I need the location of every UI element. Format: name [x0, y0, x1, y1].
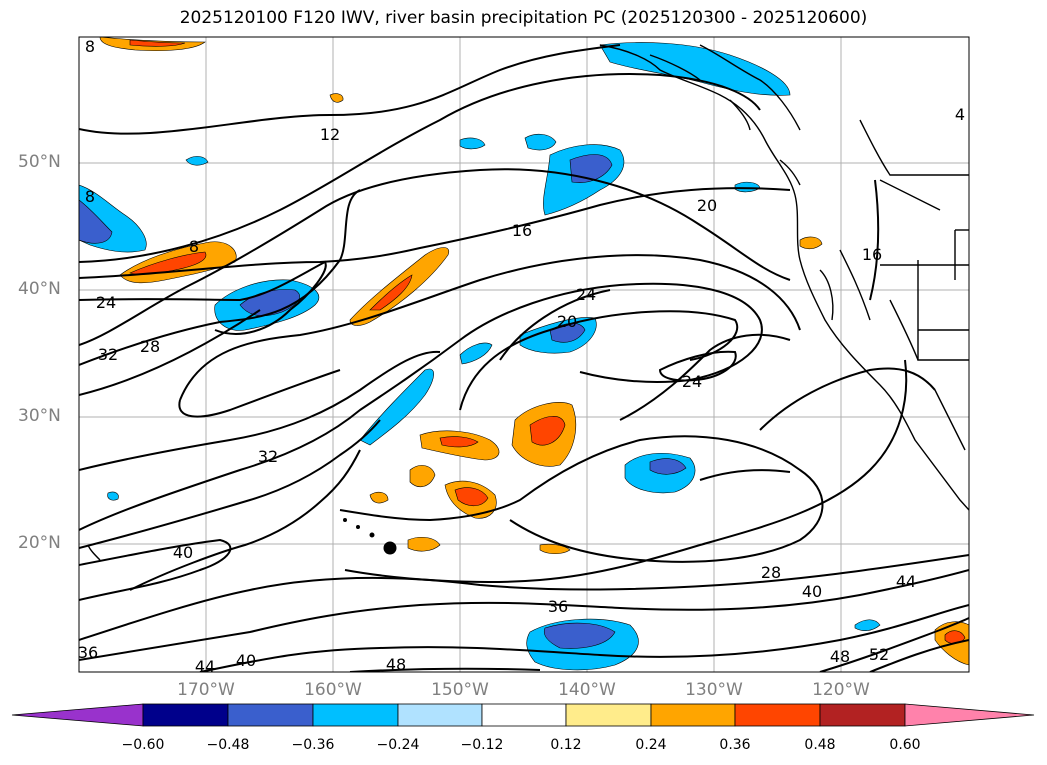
contour-label: 32 — [258, 447, 278, 466]
lon-label: 120°W — [812, 680, 870, 700]
contour-label: 44 — [195, 657, 215, 676]
colorbar-tick: 0.36 — [719, 737, 751, 753]
contour-label: 16 — [862, 245, 882, 264]
contour-labels: 8 12 8 8 16 20 24 24 20 24 32 28 32 40 3… — [78, 37, 965, 676]
contour-label: 8 — [85, 37, 95, 56]
contour-label: 40 — [802, 582, 822, 601]
colorbar-tick: 0.24 — [635, 737, 667, 753]
map-title: 2025120100 F120 IWV, river basin precipi… — [179, 8, 868, 28]
lat-label: 40°N — [18, 279, 61, 299]
contour-label: 8 — [85, 187, 95, 206]
contour-label: 20 — [697, 196, 717, 215]
iwv-contours — [79, 44, 969, 672]
colorbar-swatch — [819, 703, 906, 727]
lat-label: 30°N — [18, 406, 61, 426]
contour-label: 20 — [557, 312, 577, 331]
contour-label: 40 — [236, 651, 256, 670]
lat-label: 20°N — [18, 533, 61, 553]
contour-label: 24 — [96, 293, 116, 312]
contour-label: 28 — [140, 337, 160, 356]
colorbar-swatch — [227, 703, 314, 727]
lon-label: 130°W — [685, 680, 743, 700]
colorbar-swatch — [397, 703, 483, 727]
map-area — [79, 37, 969, 672]
colorbar-tick: 0.48 — [804, 737, 836, 753]
colorbar-tick: 0.12 — [550, 737, 582, 753]
colorbar-swatch — [734, 703, 821, 727]
gridlines — [79, 37, 969, 672]
colorbar — [11, 703, 1035, 727]
hawaiian-islands — [343, 518, 397, 555]
lon-label: 160°W — [304, 680, 362, 700]
negative-anomaly-patches — [79, 42, 881, 671]
colorbar-swatch — [142, 703, 229, 727]
contour-label: 16 — [512, 221, 532, 240]
colorbar-tick: −0.60 — [121, 737, 165, 753]
contour-label: 12 — [320, 125, 340, 144]
contour-label: 28 — [761, 563, 781, 582]
contour-label: 44 — [896, 572, 916, 591]
map-frame — [78, 36, 970, 673]
colorbar-tick: −0.48 — [206, 737, 250, 753]
contour-label: 48 — [386, 655, 406, 674]
colorbar-extend-max — [904, 703, 1035, 727]
lon-label: 170°W — [177, 680, 235, 700]
colorbar-swatch — [312, 703, 399, 727]
contour-label: 8 — [189, 237, 199, 256]
contour-label: 24 — [576, 285, 596, 304]
contour-label: 32 — [98, 345, 118, 364]
contour-label: 36 — [78, 643, 98, 662]
colorbar-tick: −0.36 — [291, 737, 335, 753]
contour-label: 40 — [173, 543, 193, 562]
contour-label: 4 — [955, 105, 965, 124]
contour-label: 24 — [682, 372, 702, 391]
lat-label: 50°N — [18, 152, 61, 172]
contour-label: 48 — [830, 647, 850, 666]
colorbar-swatch — [565, 703, 652, 727]
colorbar-extend-min — [11, 703, 144, 727]
lon-label: 150°W — [431, 680, 489, 700]
lon-label: 140°W — [558, 680, 616, 700]
contour-label: 36 — [548, 597, 568, 616]
colorbar-swatch — [481, 703, 567, 727]
colorbar-tick: −0.24 — [376, 737, 420, 753]
colorbar-tick: −0.12 — [460, 737, 504, 753]
colorbar-swatch — [650, 703, 736, 727]
contour-label: 52 — [869, 645, 889, 664]
coastline — [87, 44, 969, 561]
colorbar-tick: 0.60 — [889, 737, 921, 753]
map-content: 8 12 8 8 16 20 24 24 20 24 32 28 32 40 3… — [78, 37, 969, 676]
